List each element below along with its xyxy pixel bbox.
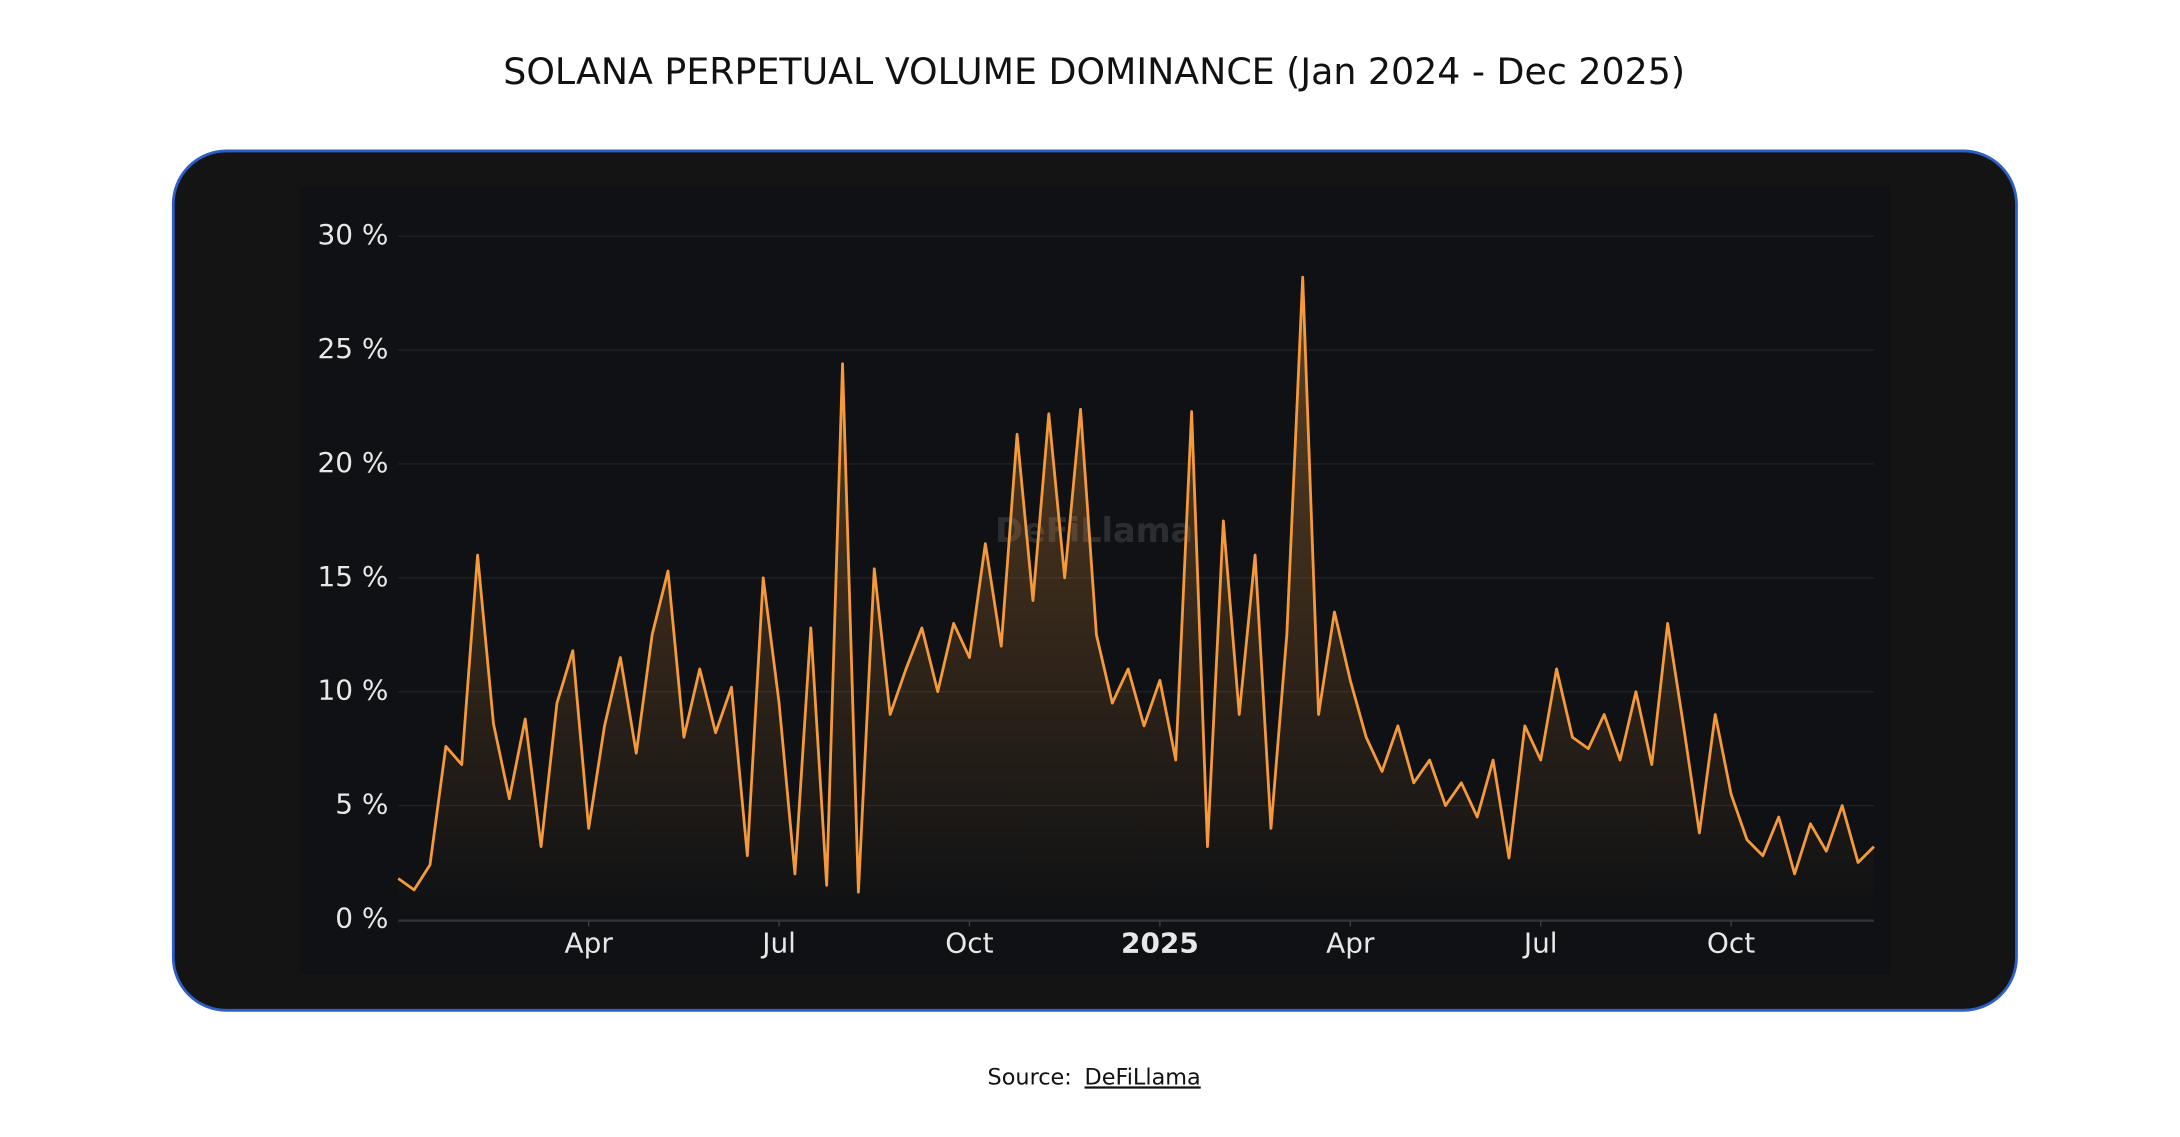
y-tick-label: 5 % — [335, 788, 388, 821]
x-tick-label: Oct — [945, 927, 993, 960]
line — [397, 275, 1875, 894]
source-link[interactable]: DeFiLlama — [1085, 1064, 1201, 1090]
x-tick-label: Oct — [1707, 927, 1755, 960]
x-tick-label: Jul — [1522, 927, 1558, 960]
chart-title: SOLANA PERPETUAL VOLUME DOMINANCE (Jan 2… — [503, 50, 1685, 93]
x-tick-label: Apr — [564, 927, 613, 960]
x-tick-label: 2025 — [1121, 927, 1199, 960]
y-tick-label: 0 % — [335, 901, 388, 934]
y-tick-label: 20 % — [317, 446, 388, 479]
x-tick-label: Jul — [760, 927, 796, 960]
source-label: Source: — [988, 1064, 1072, 1090]
y-tick-label: 25 % — [317, 332, 388, 365]
y-tick-label: 30 % — [317, 218, 388, 251]
y-tick-label: 15 % — [317, 560, 388, 593]
source-note: Source: DeFiLlama — [988, 1064, 1201, 1090]
x-tick-label: Apr — [1326, 927, 1375, 960]
area-fill — [398, 277, 1874, 920]
y-tick-label: 10 % — [317, 674, 388, 707]
